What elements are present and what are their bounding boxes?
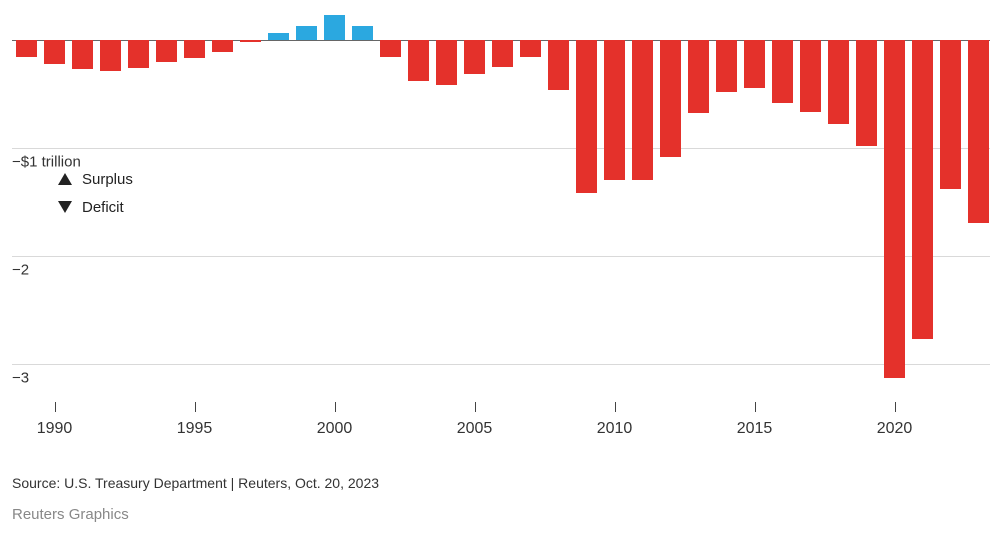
x-tick [895,402,896,412]
x-tick [475,402,476,412]
x-tick-label: 2005 [457,420,493,438]
legend: Surplus Deficit [58,165,133,221]
bar-2003 [408,40,429,81]
deficit-down-icon [58,201,72,213]
bar-2007 [520,40,541,57]
credit-line: Reuters Graphics [12,506,129,523]
bar-2017 [800,40,821,112]
bar-2009 [576,40,597,193]
bar-2013 [688,40,709,113]
bar-2014 [716,40,737,92]
x-tick [195,402,196,412]
bar-2018 [828,40,849,124]
bar-1993 [128,40,149,68]
x-axis: 1990 1995 2000 2005 2010 2015 2020 [12,402,990,452]
legend-surplus: Surplus [58,165,133,193]
source-line: Source: U.S. Treasury Department | Reute… [12,475,379,491]
bar-2010 [604,40,625,180]
bar-1991 [72,40,93,69]
bar-2004 [436,40,457,85]
bar-2020 [884,40,905,378]
bar-2002 [380,40,401,57]
bar-1998 [268,33,289,40]
plot-area: −$1 trillion−2−3 [12,8,990,386]
x-tick [335,402,336,412]
bar-1997 [240,40,261,42]
x-tick-label: 2015 [737,420,773,438]
legend-surplus-label: Surplus [82,171,133,188]
bar-2000 [324,15,345,40]
x-tick-label: 1990 [37,420,73,438]
bar-2001 [352,26,373,40]
bar-1990 [44,40,65,64]
bar-2011 [632,40,653,180]
x-tick-label: 2000 [317,420,353,438]
bar-2021 [912,40,933,339]
bar-1996 [212,40,233,52]
bar-1992 [100,40,121,71]
bar-2015 [744,40,765,88]
x-tick [755,402,756,412]
bar-2006 [492,40,513,67]
chart-container: −$1 trillion−2−3 1990 1995 2000 2005 2010 201… [12,0,990,462]
bar-2016 [772,40,793,103]
bar-2012 [660,40,681,157]
bar-2008 [548,40,569,90]
bar-2005 [464,40,485,74]
bar-2023 [968,40,989,223]
x-tick-label: 2020 [877,420,913,438]
x-tick [55,402,56,412]
bar-1989 [16,40,37,57]
bar-2022 [940,40,961,189]
legend-deficit: Deficit [58,193,133,221]
bar-1999 [296,26,317,40]
x-tick-label: 1995 [177,420,213,438]
x-tick-label: 2010 [597,420,633,438]
legend-deficit-label: Deficit [82,199,124,216]
x-tick [615,402,616,412]
bar-1994 [156,40,177,62]
surplus-up-icon [58,173,72,185]
bar-2019 [856,40,877,146]
bar-1995 [184,40,205,58]
